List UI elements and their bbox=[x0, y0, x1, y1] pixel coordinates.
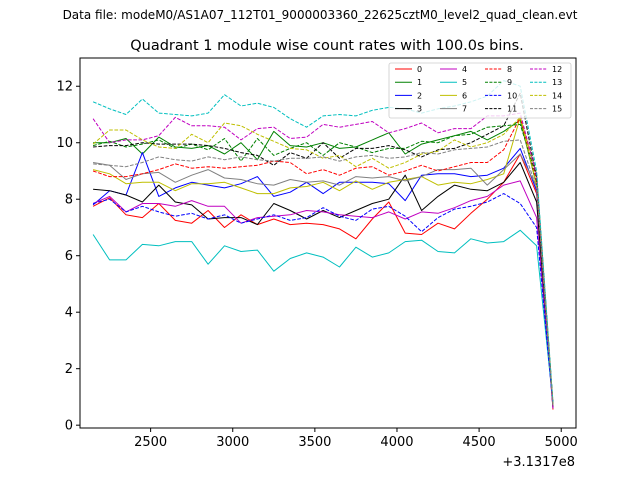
series-line-10 bbox=[92, 193, 554, 406]
series-line-1 bbox=[93, 119, 554, 406]
legend-label-10: 10 bbox=[507, 91, 517, 100]
legend-label-4: 4 bbox=[462, 65, 467, 74]
y-tick-label: 8 bbox=[65, 193, 73, 208]
legend-label-8: 8 bbox=[507, 65, 512, 74]
y-axis: 0 2 4 6 8 10 12 bbox=[56, 80, 80, 434]
legend-label-7: 7 bbox=[462, 105, 467, 114]
legend-label-5: 5 bbox=[462, 78, 467, 87]
x-axis: 2500 3000 3500 4000 4500 5000 bbox=[134, 428, 578, 450]
y-tick-label: 10 bbox=[56, 136, 73, 151]
legend-label-14: 14 bbox=[552, 91, 562, 100]
series-line-13 bbox=[92, 80, 554, 403]
y-tick-label: 2 bbox=[65, 362, 73, 377]
series-line-8 bbox=[92, 116, 554, 406]
legend-label-2: 2 bbox=[417, 91, 422, 100]
x-tick-label: 2500 bbox=[134, 435, 167, 450]
legend-label-15: 15 bbox=[552, 105, 562, 114]
y-tick-label: 0 bbox=[65, 419, 73, 434]
y-tick-label: 4 bbox=[65, 306, 73, 321]
legend-label-9: 9 bbox=[507, 78, 512, 87]
x-tick-label: 4500 bbox=[463, 435, 496, 450]
legend-label-0: 0 bbox=[417, 65, 422, 74]
series-line-11 bbox=[93, 92, 554, 405]
series-line-15 bbox=[93, 139, 554, 406]
plot-frame bbox=[79, 57, 577, 429]
x-tick-label: 3500 bbox=[298, 435, 331, 450]
series-line-4 bbox=[92, 180, 554, 409]
legend-box bbox=[388, 62, 572, 119]
legend-label-6: 6 bbox=[462, 91, 467, 100]
series-line-0 bbox=[92, 153, 554, 410]
y-tick-label: 12 bbox=[56, 80, 73, 95]
x-tick-label: 4000 bbox=[380, 435, 413, 450]
series-line-5 bbox=[92, 229, 554, 403]
series-line-6 bbox=[92, 116, 554, 405]
plot-area bbox=[92, 80, 554, 410]
figure-suptitle: Data file: modeM0/AS1A07_112T01_90000033… bbox=[63, 8, 578, 22]
series-line-7 bbox=[93, 153, 554, 406]
y-tick-label: 6 bbox=[65, 249, 73, 264]
chart-title: Quadrant 1 module wise count rates with … bbox=[130, 38, 524, 54]
legend-label-1: 1 bbox=[417, 78, 422, 87]
x-tick-label: 3000 bbox=[216, 435, 249, 450]
series-line-9 bbox=[92, 123, 554, 406]
legend-label-13: 13 bbox=[552, 78, 562, 87]
series-line-2 bbox=[92, 147, 554, 409]
x-offset-label: +3.1317e8 bbox=[502, 455, 575, 470]
series-line-3 bbox=[93, 162, 554, 407]
legend-label-12: 12 bbox=[552, 65, 562, 74]
legend-label-11: 11 bbox=[507, 105, 517, 114]
series-line-12 bbox=[92, 112, 554, 406]
legend-label-3: 3 bbox=[417, 105, 422, 114]
series-line-14 bbox=[92, 116, 554, 406]
x-tick-label: 5000 bbox=[545, 435, 578, 450]
